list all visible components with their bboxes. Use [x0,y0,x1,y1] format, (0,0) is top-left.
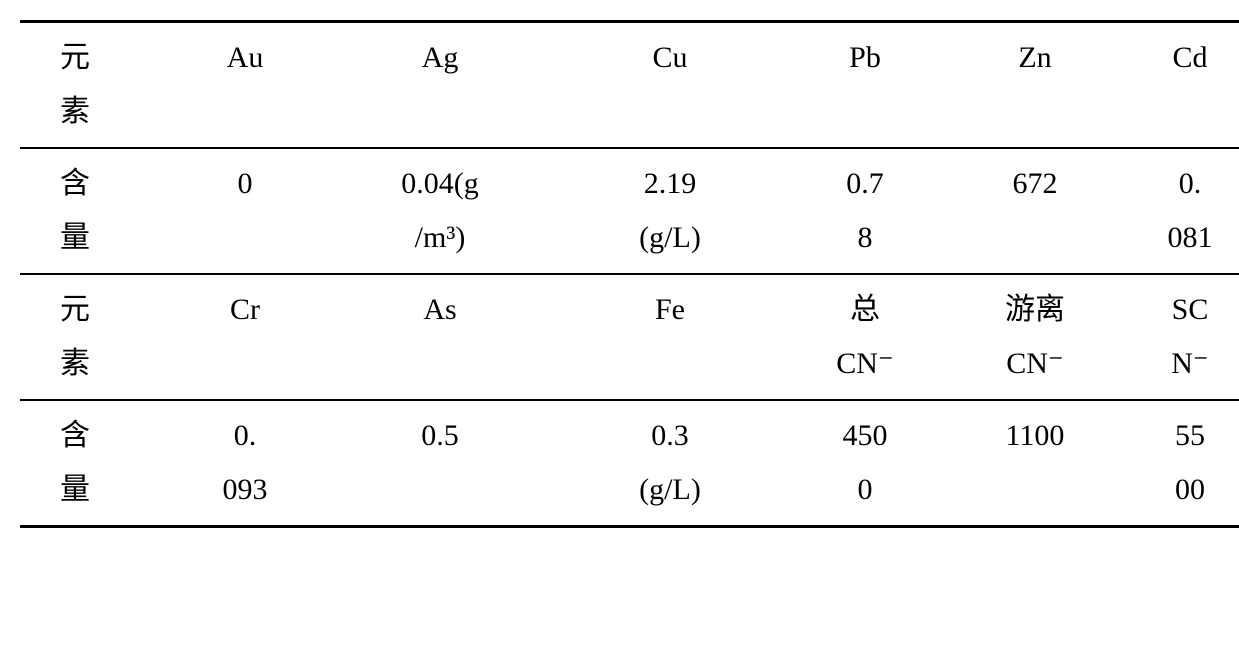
cell-ag: Ag [320,22,560,149]
table-row: 含 量 0 0.04(g /m³) 2.19 (g/L) 0.7 8 672 0… [20,148,1239,274]
cell-cd-value: 0. 081 [1120,148,1239,274]
cell-total-cn-value: 450 0 [780,400,950,527]
cell-pb: Pb [780,22,950,149]
table-row: 元 素 Cr As Fe 总 CN⁻ 游离 CN⁻ SC N⁻ [20,274,1239,400]
cell-as: As [320,274,560,400]
cell-scn-value: 55 00 [1120,400,1239,527]
cell-free-cn: 游离 CN⁻ [950,274,1120,400]
cell-cu: Cu [560,22,780,149]
cell-fe-value: 0.3 (g/L) [560,400,780,527]
cell-au: Au [170,22,320,149]
cell-cu-value: 2.19 (g/L) [560,148,780,274]
cell-au-value: 0 [170,148,320,274]
row-label: 元 素 [20,22,170,149]
row-label: 元 素 [20,274,170,400]
cell-fe: Fe [560,274,780,400]
row-label: 含 量 [20,400,170,527]
cell-ag-value: 0.04(g /m³) [320,148,560,274]
cell-scn: SC N⁻ [1120,274,1239,400]
table-row: 含 量 0. 093 0.5 0.3 (g/L) 450 0 1100 55 0… [20,400,1239,527]
table-row: 元 素 Au Ag Cu Pb Zn Cd [20,22,1239,149]
cell-zn-value: 672 [950,148,1120,274]
cell-as-value: 0.5 [320,400,560,527]
cell-cr-value: 0. 093 [170,400,320,527]
cell-cd: Cd [1120,22,1239,149]
row-label: 含 量 [20,148,170,274]
cell-total-cn: 总 CN⁻ [780,274,950,400]
cell-zn: Zn [950,22,1120,149]
cell-cr: Cr [170,274,320,400]
cell-pb-value: 0.7 8 [780,148,950,274]
element-content-table: 元 素 Au Ag Cu Pb Zn Cd 含 量 0 0.04(g /m³) … [20,20,1239,528]
cell-free-cn-value: 1100 [950,400,1120,527]
